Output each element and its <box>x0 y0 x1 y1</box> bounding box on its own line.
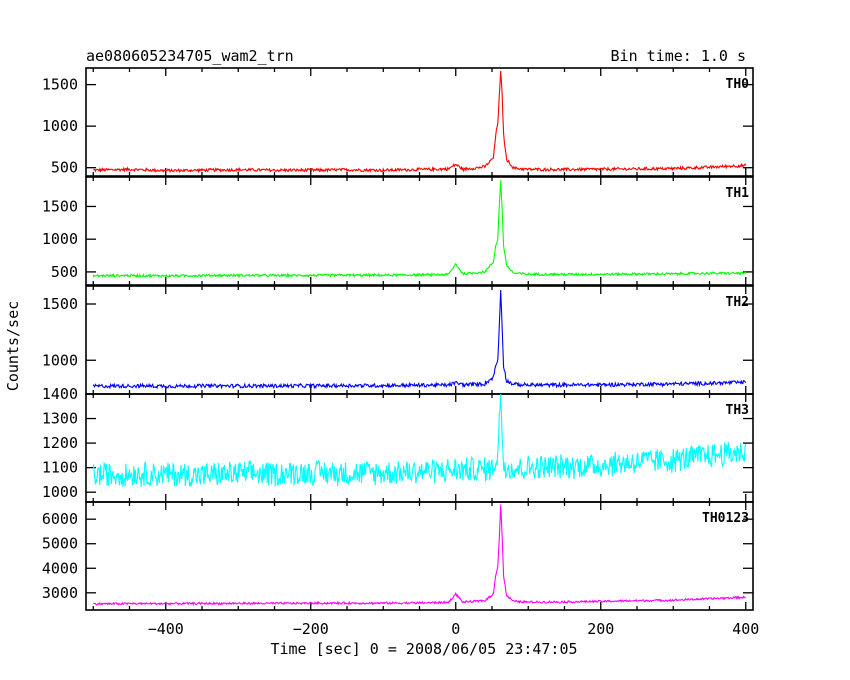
panel-frame-th0 <box>85 67 754 177</box>
y-axis-label: Counts/sec <box>4 301 22 391</box>
y-tick-label-th3: 1200 <box>42 434 78 452</box>
y-tick-label-th3: 1300 <box>42 410 78 428</box>
y-tick-label-th3: 1400 <box>42 385 78 403</box>
series-line-th2 <box>92 289 747 390</box>
y-tick-label-th0: 1500 <box>42 76 78 94</box>
y-tick-label-th1: 1000 <box>42 230 78 248</box>
series-line-th3 <box>92 393 747 487</box>
y-tick-label-th3: 1100 <box>42 459 78 477</box>
bin-time-label: Bin time: 1.0 s <box>611 47 746 65</box>
panels: 500 1000 1500 TH0 500 1000 1500 TH1 1000 1500 TH2 1… <box>42 67 759 638</box>
x-axis-label: Time [sec] 0 = 2008/06/05 23:47:05 <box>270 640 577 658</box>
y-tick-label-th1: 1500 <box>42 197 78 215</box>
y-tick-label-th0: 1000 <box>42 117 78 135</box>
series-line-th0123 <box>93 504 746 607</box>
x-tick-label: 0 <box>451 620 460 638</box>
y-tick-label-th2: 1000 <box>42 351 78 369</box>
y-tick-label-th0123: 4000 <box>42 559 78 577</box>
series-line-th0 <box>93 70 747 174</box>
panel-label-th3: TH3 <box>726 403 749 418</box>
panel-frame-th1 <box>85 176 754 286</box>
panel-label-th0123: TH0123 <box>702 511 749 526</box>
panel-frame-th3 <box>85 393 754 503</box>
y-tick-label-th1: 500 <box>51 263 78 281</box>
y-tick-label-th0123: 5000 <box>42 535 78 553</box>
panel-frame-th0123 <box>85 501 754 611</box>
chart-title: ae080605234705_wam2_trn <box>86 47 294 65</box>
series-line-th1 <box>92 180 747 279</box>
y-tick-label-th3: 1000 <box>42 483 78 501</box>
x-tick-label: −200 <box>293 620 329 638</box>
y-tick-label-th0123: 6000 <box>42 510 78 528</box>
panel-label-th2: TH2 <box>726 295 749 310</box>
y-tick-label-th0123: 3000 <box>42 584 78 602</box>
panel-label-th1: TH1 <box>726 186 750 201</box>
x-tick-label: 200 <box>587 620 614 638</box>
panel-frame-th2 <box>85 285 754 395</box>
panel-label-th0: TH0 <box>726 77 750 92</box>
x-tick-label: 400 <box>732 620 759 638</box>
x-tick-label: −400 <box>148 620 184 638</box>
y-tick-label-th0: 500 <box>51 159 78 177</box>
y-tick-label-th2: 1500 <box>42 295 78 313</box>
